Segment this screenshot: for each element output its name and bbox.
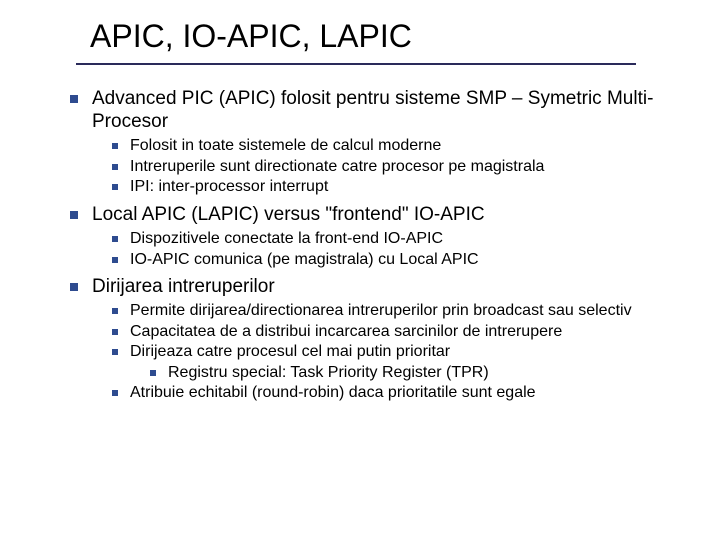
sublist: Dispozitivele conectate la front-end IO-… bbox=[92, 229, 680, 269]
bullet-text: Dirijarea intreruperilor bbox=[92, 276, 275, 297]
title-rule bbox=[76, 63, 636, 65]
bullet-text: Advanced PIC (APIC) folosit pentru siste… bbox=[92, 88, 653, 132]
sub-bullet-item: Intreruperile sunt directionate catre pr… bbox=[92, 157, 680, 177]
sub-bullet-item: Dirijeaza catre procesul cel mai putin p… bbox=[92, 342, 680, 382]
sub-bullet-item: Permite dirijarea/directionarea intrerup… bbox=[92, 301, 680, 321]
sub-bullet-item: IO-APIC comunica (pe magistrala) cu Loca… bbox=[92, 250, 680, 270]
bullet-text: Local APIC (LAPIC) versus "frontend" IO-… bbox=[92, 204, 485, 225]
sub-bullet-item: Capacitatea de a distribui incarcarea sa… bbox=[92, 322, 680, 342]
subsub-bullet-item: Registru special: Task Priority Register… bbox=[130, 363, 680, 383]
subsublist: Registru special: Task Priority Register… bbox=[130, 363, 680, 383]
sublist: Permite dirijarea/directionarea intrerup… bbox=[92, 301, 680, 403]
sub-bullet-item: Atribuie echitabil (round-robin) daca pr… bbox=[92, 383, 680, 403]
sub-bullet-item: Dispozitivele conectate la front-end IO-… bbox=[92, 229, 680, 249]
bullet-item: Local APIC (LAPIC) versus "frontend" IO-… bbox=[70, 203, 680, 269]
sub-bullet-text: Dirijeaza catre procesul cel mai putin p… bbox=[130, 343, 450, 360]
bullet-item: Advanced PIC (APIC) folosit pentru siste… bbox=[70, 87, 680, 197]
bullet-item: Dirijarea intreruperilor Permite dirijar… bbox=[70, 275, 680, 403]
sublist: Folosit in toate sistemele de calcul mod… bbox=[92, 136, 680, 197]
content-list: Advanced PIC (APIC) folosit pentru siste… bbox=[70, 87, 680, 403]
slide: APIC, IO-APIC, LAPIC Advanced PIC (APIC)… bbox=[0, 0, 720, 540]
sub-bullet-item: IPI: inter-processor interrupt bbox=[92, 177, 680, 197]
sub-bullet-item: Folosit in toate sistemele de calcul mod… bbox=[92, 136, 680, 156]
slide-title: APIC, IO-APIC, LAPIC bbox=[90, 18, 680, 55]
